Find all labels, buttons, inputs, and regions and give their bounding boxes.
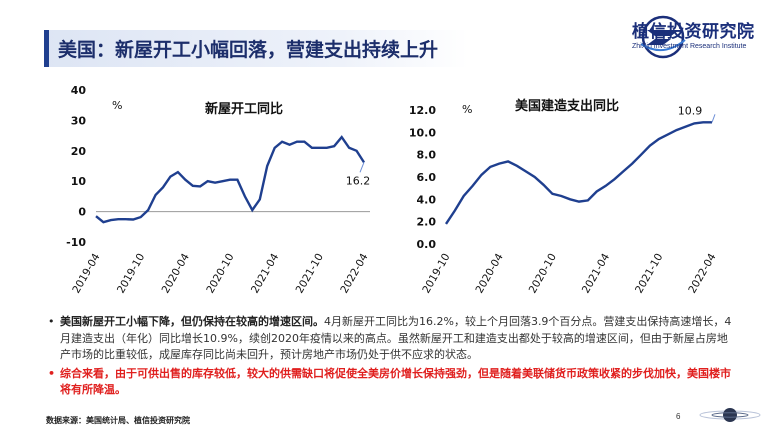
c2-xtick-label: 2021-10 [633,252,665,296]
chart1-last-value-label: 16.2 [346,174,371,187]
chart1-unit-label: % [112,99,122,112]
bullet-point-2: • 综合来看，由于可供出售的库存较低，较大的供需缺口将促使全美房价增长保持强劲，但… [48,366,738,399]
decorative-planet-icon [699,408,761,422]
page-number: 6 [676,412,681,421]
chart2-unit-label: % [462,103,472,116]
bullet-2-text: 综合来看，由于可供出售的库存较低，较大的供需缺口将促使全美房价增长保持强劲，但是… [60,366,731,397]
c2-ytick-label: 10.0 [409,126,436,139]
c2-xtick-label: 2022-04 [686,251,718,295]
chart1-series-line [95,135,366,224]
title-accent-bar [44,30,49,67]
chart2-series-line [445,121,712,225]
c1-ytick-label: 30 [71,114,87,127]
bullet-point-1: • 美国新屋开工小幅下降，但仍保持在较高的增速区间。4月新屋开工同比为16.2%，… [48,314,738,364]
logo-name: 植信投资研究院 [632,22,755,42]
c1-ytick-label: 40 [71,84,87,97]
chart1-title: 新屋开工同比 [205,101,283,117]
bullet-1-bold-lead: 美国新屋开工小幅下降，但仍保持在较高的增速区间。 [60,315,324,328]
bullet-dot-icon: • [48,315,55,328]
c2-xtick-label: 2021-04 [580,251,612,295]
c1-xtick-label: 2019-04 [70,251,102,295]
page-title: 美国：新屋开工小幅回落，营建支出持续上升 [58,39,439,61]
c1-xtick-label: 2020-10 [204,252,236,296]
c1-ytick-label: 10 [71,175,87,188]
chart2-title: 美国建造支出同比 [515,98,619,114]
chart1-callout-leader [359,162,365,173]
bullet-dot-icon: • [48,366,56,380]
c2-ytick-label: 12.0 [409,104,436,117]
logo-emblem-icon [640,15,686,59]
chart2-last-value-label: 10.9 [678,104,703,117]
c2-xtick-label: 2020-04 [473,251,505,295]
c2-ytick-label: 4.0 [417,193,437,206]
c1-xtick-label: 2021-10 [294,252,326,296]
c2-ytick-label: 6.0 [417,171,437,184]
c2-ytick-label: 2.0 [417,216,437,229]
chart-new-housing-starts: 新屋开工同比 % 40 30 20 10 0 -10 2019-04 2019-10 2020… [66,84,371,295]
c2-ytick-label: 8.0 [417,149,437,162]
chart2-callout-leader [711,114,716,123]
logo-subtitle: ZhiXin Investment Research Institute [632,43,747,50]
charts-canvas: 新屋开工同比 % 40 30 20 10 0 -10 2019-04 2019-10 2020… [66,84,719,295]
c1-ytick-label: 0 [78,206,86,219]
c2-ytick-label: 0.0 [417,238,437,251]
chart-construction-spending: 美国建造支出同比 % 12.0 10.0 8.0 6.0 4.0 2.0 0.0 2019-… [409,98,719,295]
c1-xtick-label: 2020-04 [160,251,192,295]
commentary-bullets: • 美国新屋开工小幅下降，但仍保持在较高的增速区间。4月新屋开工同比为16.2%，… [48,314,738,399]
title-bar-background [44,30,468,67]
data-source-note: 数据来源：美国统计局、植信投资研究院 [46,416,190,425]
c1-xtick-label: 2022-04 [338,251,370,295]
c1-ytick-label: -10 [66,236,86,249]
c2-xtick-label: 2019-10 [420,252,452,296]
c1-xtick-label: 2021-04 [249,251,281,295]
bullet-1-text: 4月新屋开工同比为16.2%，较上个月回落3.9个百分点。营建支出保持高速增长，… [60,315,732,361]
c1-xtick-label: 2019-10 [115,252,147,296]
c1-ytick-label: 20 [71,145,87,158]
c2-xtick-label: 2020-10 [527,252,559,296]
